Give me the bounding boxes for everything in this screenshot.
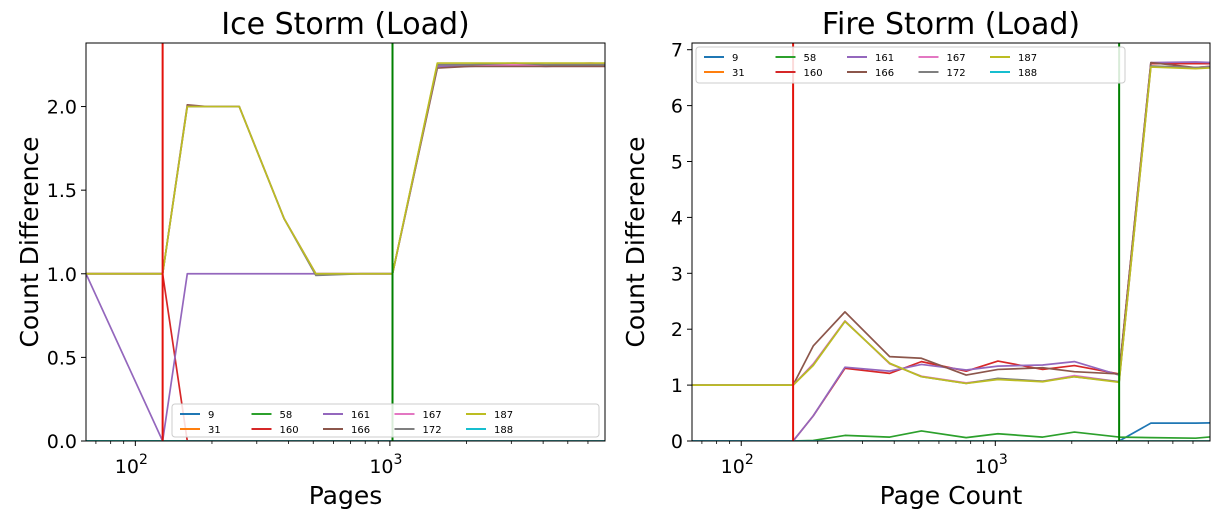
legend-label-172: 172: [947, 68, 966, 79]
legend-label-160: 160: [804, 68, 823, 79]
series-line-9: [692, 422, 1210, 441]
y-tick-label: 5: [671, 152, 683, 174]
x-axis-title: Pages: [309, 481, 383, 510]
x-tick-exponent: 3: [394, 452, 403, 468]
x-tick-base: 10: [721, 456, 745, 478]
legend-label-9: 9: [732, 53, 738, 64]
x-tick-label: 103: [369, 452, 402, 478]
legend-label-161: 161: [351, 410, 370, 421]
legend-box: [695, 46, 1126, 84]
x-axis-title: Page Count: [880, 481, 1023, 510]
x-tick-base: 10: [975, 456, 999, 478]
chart-title: Fire Storm (Load): [822, 7, 1080, 42]
y-tick-label: 2.0: [47, 97, 77, 119]
legend-label-9: 9: [208, 410, 214, 421]
legend: 9 31 58 160 161 166 167 172 187 188: [171, 403, 600, 438]
series-line-187: [692, 66, 1210, 386]
x-tick-exponent: 2: [745, 452, 754, 468]
plot-frame: [85, 42, 606, 442]
legend-label-58: 58: [280, 410, 293, 421]
x-tick-base: 10: [369, 456, 393, 478]
x-tick-exponent: 2: [139, 452, 148, 468]
legend-label-31: 31: [208, 425, 221, 436]
legend-label-167: 167: [423, 410, 442, 421]
series-line-187: [86, 62, 605, 275]
legend-label-188: 188: [1018, 68, 1037, 79]
x-tick-exponent: 3: [999, 452, 1008, 468]
legend-box: [171, 403, 600, 438]
x-tick-label: 102: [115, 452, 148, 478]
y-tick-label: 0.0: [47, 431, 77, 453]
legend-label-31: 31: [732, 68, 745, 79]
legend-label-161: 161: [875, 53, 894, 64]
plot-frame: [691, 42, 1211, 442]
legend-label-160: 160: [280, 425, 299, 436]
legend-label-187: 187: [494, 410, 513, 421]
legend-label-172: 172: [423, 425, 442, 436]
legend-label-58: 58: [804, 53, 817, 64]
y-tick-label: 0.5: [47, 347, 77, 369]
legend-label-167: 167: [947, 53, 966, 64]
y-tick-label: 4: [671, 207, 683, 229]
legend-label-188: 188: [494, 425, 513, 436]
legend-label-166: 166: [351, 425, 370, 436]
y-axis-title: Count Difference: [15, 136, 44, 347]
y-tick-label: 6: [671, 96, 683, 118]
y-tick-label: 0: [671, 431, 683, 453]
x-tick-label: 103: [975, 452, 1008, 478]
y-tick-label: 1.5: [47, 180, 77, 202]
y-tick-label: 7: [671, 40, 683, 62]
x-tick-base: 10: [115, 456, 139, 478]
x-tick-label: 102: [721, 452, 754, 478]
y-tick-label: 1.0: [47, 264, 77, 286]
series-lines: [86, 62, 605, 441]
legend: 9 31 58 160 161 166 167 172 187 188: [695, 46, 1126, 84]
legend-label-187: 187: [1018, 53, 1037, 64]
y-tick-label: 1: [671, 375, 683, 397]
y-axis-title: Count Difference: [621, 136, 650, 347]
y-tick-label: 3: [671, 263, 683, 285]
legend-label-166: 166: [875, 68, 894, 79]
y-tick-label: 2: [671, 319, 683, 341]
chart-title: Ice Storm (Load): [221, 7, 469, 42]
